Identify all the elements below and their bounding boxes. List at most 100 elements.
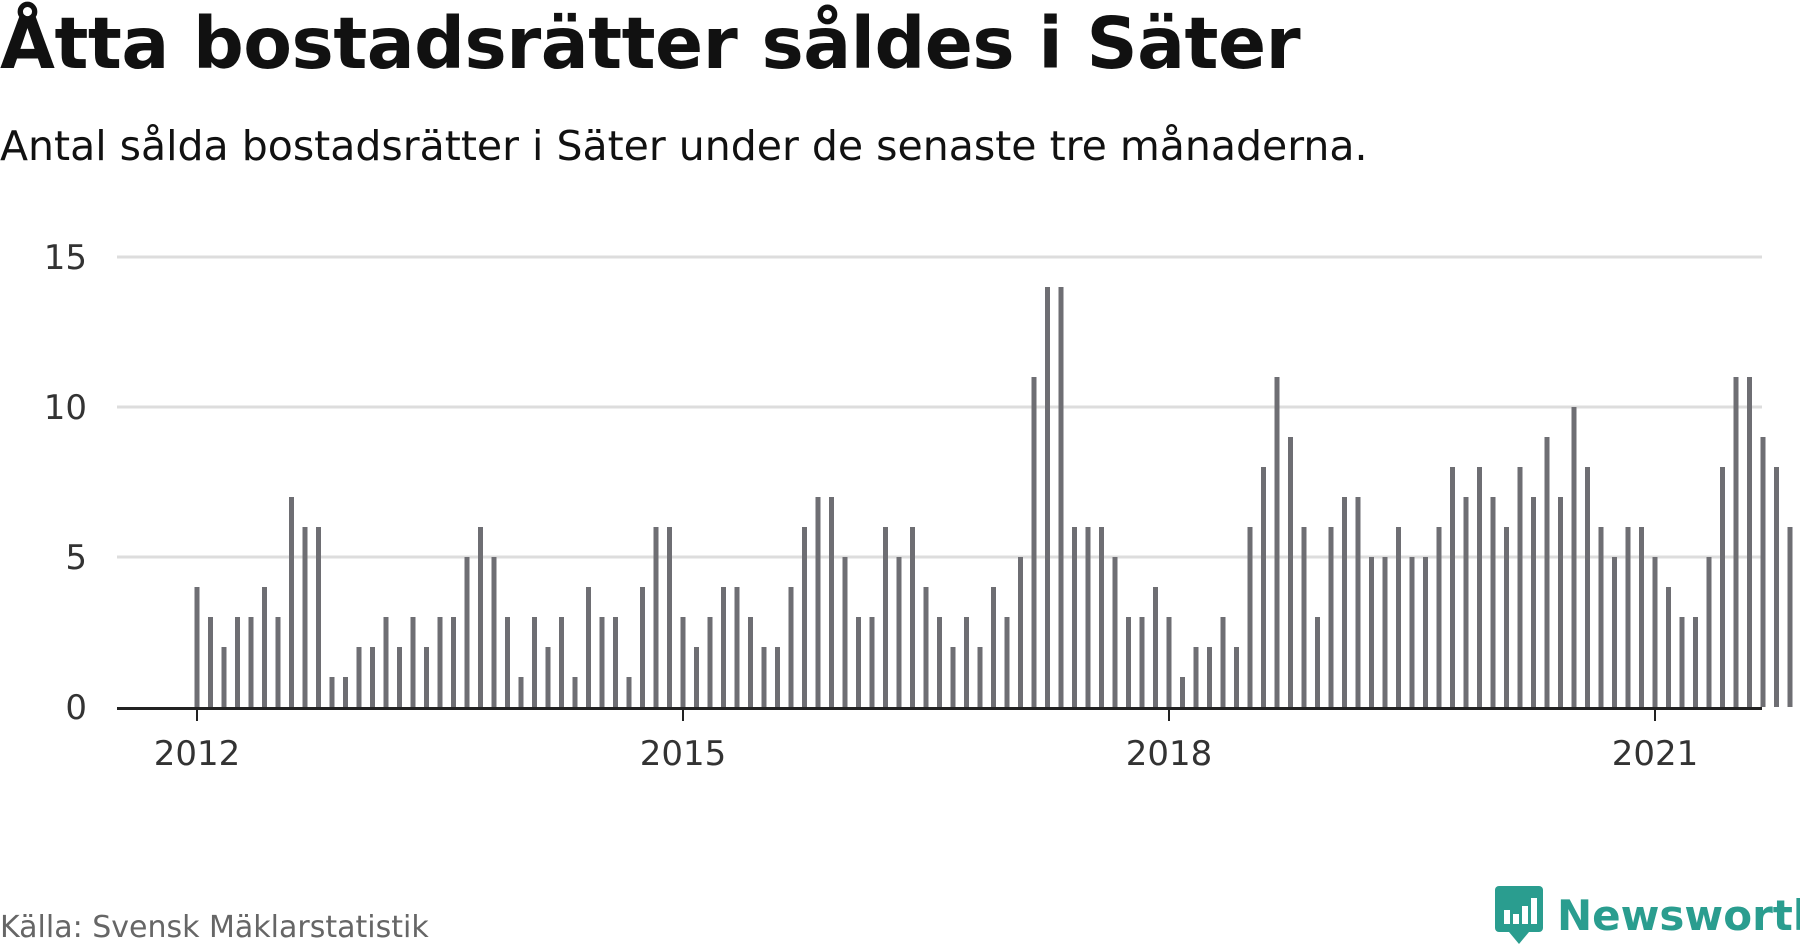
- bar: [883, 527, 888, 707]
- bar: [869, 617, 875, 707]
- bar: [775, 647, 780, 707]
- bar: [370, 647, 375, 707]
- bar: [1072, 527, 1077, 707]
- bars: [194, 287, 1793, 707]
- y-axis-tick-labels: 0 5 10 15: [44, 238, 87, 728]
- bar: [950, 647, 956, 707]
- bar: [1585, 467, 1590, 707]
- bar: [1531, 497, 1536, 707]
- bar: [343, 677, 348, 707]
- bar: [1571, 407, 1577, 707]
- bar: [478, 527, 483, 707]
- bar: [1058, 287, 1064, 707]
- bar: [1207, 647, 1212, 707]
- bar: [248, 617, 254, 707]
- bar: [532, 617, 537, 707]
- bar: [707, 617, 713, 707]
- x-tick-label: 2015: [640, 734, 727, 774]
- x-tick-label: 2021: [1612, 734, 1699, 774]
- bar: [464, 557, 470, 707]
- bar: [721, 587, 726, 707]
- bar: [653, 527, 659, 707]
- bar: [1234, 647, 1239, 707]
- bar: [1450, 467, 1455, 707]
- bar: [1126, 617, 1131, 707]
- bar: [1504, 527, 1509, 707]
- y-tick-label: 0: [65, 688, 87, 728]
- bar: [734, 587, 740, 707]
- bar: [788, 587, 794, 707]
- bar: [1666, 587, 1671, 707]
- bar: [1342, 497, 1347, 707]
- bar: [748, 617, 753, 707]
- bar: [1031, 377, 1037, 707]
- bar: [761, 647, 767, 707]
- bar: [1423, 557, 1428, 707]
- bar: [1274, 377, 1280, 707]
- chart-title: Åtta bostadsrätter såldes i Säter: [0, 2, 1301, 85]
- bar: [1139, 617, 1145, 707]
- bar: [1018, 557, 1023, 707]
- bar: [1166, 617, 1172, 707]
- bar: [559, 617, 564, 707]
- bar: [937, 617, 942, 707]
- bar: [856, 617, 861, 707]
- bar: [1652, 557, 1658, 707]
- bar: [397, 647, 402, 707]
- bar: [896, 557, 902, 707]
- bar: [626, 677, 632, 707]
- bar: [1693, 617, 1698, 707]
- bar: [1099, 527, 1104, 707]
- bar: [505, 617, 510, 707]
- bar: [910, 527, 915, 707]
- y-tick-label: 10: [44, 388, 87, 428]
- bar: [977, 647, 983, 707]
- bar: [1774, 467, 1779, 707]
- bar: [1112, 557, 1118, 707]
- bar: [329, 677, 335, 707]
- bar: [923, 587, 929, 707]
- x-tick-label: 2012: [154, 734, 241, 774]
- bar: [1598, 527, 1604, 707]
- y-tick-label: 15: [44, 238, 87, 278]
- bar: [572, 677, 578, 707]
- bar: [1747, 377, 1752, 707]
- bar: [991, 587, 996, 707]
- bar: [1085, 527, 1091, 707]
- bar: [829, 497, 834, 707]
- bar: [1180, 677, 1185, 707]
- bar: [1436, 527, 1442, 707]
- bar: [1288, 437, 1293, 707]
- bar: [518, 677, 524, 707]
- bar: [1612, 557, 1617, 707]
- bar: [235, 617, 240, 707]
- bar: [964, 617, 969, 707]
- bar: [424, 647, 429, 707]
- bar: [1477, 467, 1482, 707]
- bar: [289, 497, 294, 707]
- bar: [1544, 437, 1550, 707]
- bar: [208, 617, 213, 707]
- bar: [1733, 377, 1739, 707]
- bar: [1490, 497, 1496, 707]
- bar: [1261, 467, 1266, 707]
- bar: [316, 527, 321, 707]
- bar: [1045, 287, 1050, 707]
- chart-subtitle: Antal sålda bostadsrätter i Säter under …: [0, 122, 1368, 170]
- bar: [1004, 617, 1010, 707]
- y-tick-label: 5: [65, 538, 87, 578]
- bar: [1558, 497, 1563, 707]
- bar: [194, 587, 200, 707]
- x-axis-ticks: 20122015201820212023: [154, 707, 1699, 774]
- bar: [1706, 557, 1712, 707]
- bar: [680, 617, 686, 707]
- bar: [1355, 497, 1361, 707]
- bar: [410, 617, 416, 707]
- bar: [1301, 527, 1307, 707]
- bar: [1153, 587, 1158, 707]
- bar: [586, 587, 591, 707]
- x-tick-label: 2018: [1126, 734, 1213, 774]
- bar: [802, 527, 807, 707]
- bar: [1760, 437, 1766, 707]
